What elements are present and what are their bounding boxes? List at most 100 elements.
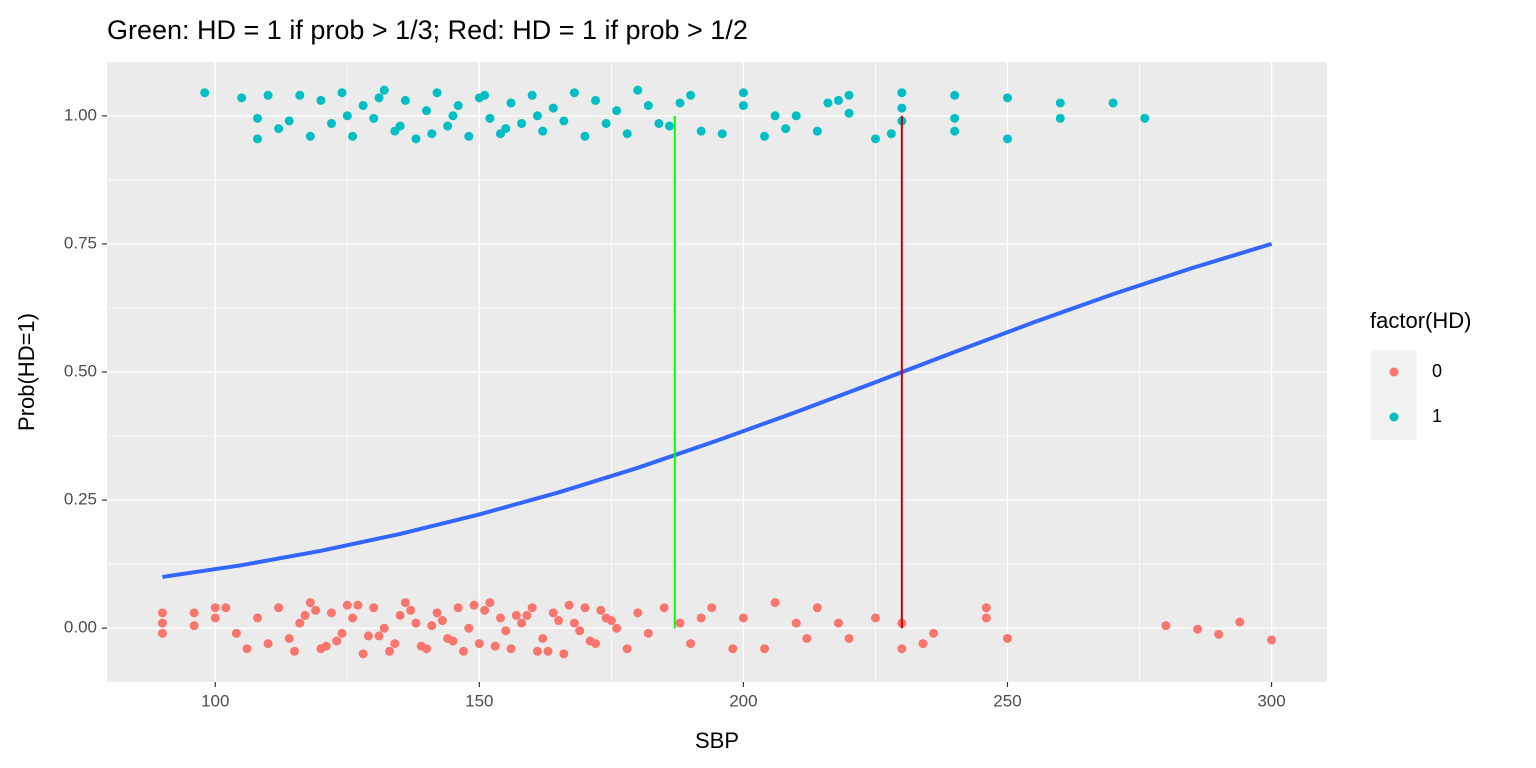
point: [353, 600, 363, 610]
point: [506, 644, 516, 654]
point: [157, 608, 167, 618]
y-axis-title: Prob(HD=1): [14, 313, 39, 431]
point: [321, 641, 331, 651]
point: [485, 113, 495, 123]
point: [448, 636, 458, 646]
point: [253, 113, 263, 123]
point: [511, 610, 521, 620]
point: [422, 106, 432, 116]
point: [1161, 621, 1171, 631]
point: [606, 616, 616, 626]
point: [295, 618, 305, 628]
point: [738, 613, 748, 623]
point: [770, 111, 780, 121]
point: [395, 610, 405, 620]
point: [263, 90, 273, 100]
point: [844, 633, 854, 643]
point: [728, 644, 738, 654]
point: [664, 121, 674, 131]
point: [464, 623, 474, 633]
y-tick-label: 0.50: [64, 361, 97, 380]
point: [738, 88, 748, 98]
point: [332, 636, 342, 646]
point: [559, 649, 569, 659]
point: [696, 613, 706, 623]
point: [480, 90, 490, 100]
point: [675, 98, 685, 108]
point: [437, 616, 447, 626]
point: [253, 613, 263, 623]
point: [474, 639, 484, 649]
point: [738, 101, 748, 111]
point: [654, 118, 664, 128]
x-axis-title: SBP: [695, 728, 739, 753]
point: [580, 131, 590, 141]
legend-label: 1: [1432, 406, 1442, 426]
point: [812, 603, 822, 613]
point: [374, 631, 384, 641]
point: [411, 134, 421, 144]
point: [210, 603, 220, 613]
point: [601, 118, 611, 128]
point: [833, 618, 843, 628]
point: [802, 633, 812, 643]
point: [157, 628, 167, 638]
point: [326, 608, 336, 618]
point: [458, 646, 468, 656]
point: [464, 131, 474, 141]
point: [569, 88, 579, 98]
point: [686, 90, 696, 100]
point: [379, 623, 389, 633]
point: [432, 608, 442, 618]
point: [548, 608, 558, 618]
point: [596, 605, 606, 615]
point: [675, 618, 685, 628]
point: [950, 113, 960, 123]
point: [416, 641, 426, 651]
point: [189, 621, 199, 631]
point: [643, 101, 653, 111]
point: [659, 603, 669, 613]
point: [342, 111, 352, 121]
point: [897, 88, 907, 98]
point: [358, 101, 368, 111]
point: [253, 134, 263, 144]
point: [406, 605, 416, 615]
point: [554, 616, 564, 626]
point: [1214, 629, 1224, 639]
point: [569, 618, 579, 628]
point: [395, 121, 405, 131]
point: [612, 623, 622, 633]
point: [453, 603, 463, 613]
point: [316, 95, 326, 105]
legend-key-point: [1389, 367, 1399, 377]
point: [981, 603, 991, 613]
point: [532, 646, 542, 656]
point: [385, 646, 395, 656]
point: [453, 101, 463, 111]
point: [485, 598, 495, 608]
x-tick-label: 250: [993, 691, 1021, 710]
point: [358, 649, 368, 659]
point: [517, 618, 527, 628]
point: [305, 131, 315, 141]
point: [390, 639, 400, 649]
point: [527, 90, 537, 100]
point: [506, 98, 516, 108]
point: [495, 613, 505, 623]
point: [591, 95, 601, 105]
point: [575, 626, 585, 636]
point: [305, 598, 315, 608]
x-tick-label: 200: [729, 691, 757, 710]
point: [633, 608, 643, 618]
point: [379, 85, 389, 95]
point: [781, 124, 791, 134]
point: [633, 85, 643, 95]
y-tick-label: 0.00: [64, 618, 97, 637]
point: [770, 598, 780, 608]
point: [870, 613, 880, 623]
point: [480, 605, 490, 615]
point: [189, 608, 199, 618]
point: [791, 618, 801, 628]
point: [157, 618, 167, 628]
